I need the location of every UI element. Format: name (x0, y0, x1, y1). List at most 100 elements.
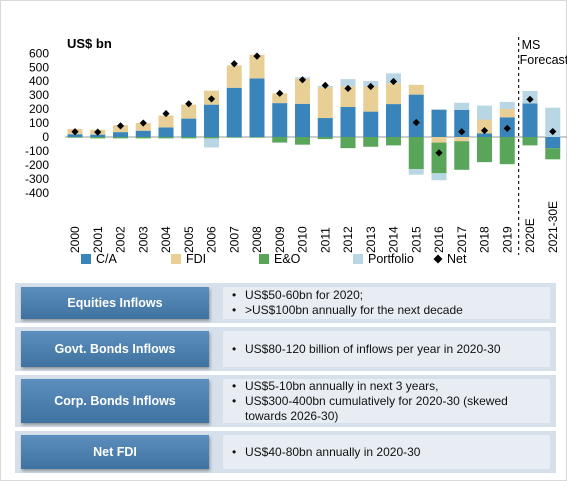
bar-portfolio (499, 101, 515, 109)
bar-c-a (135, 130, 151, 137)
x-tick-label: 2018 (478, 226, 492, 253)
net-marker (253, 52, 261, 60)
legend-swatch (433, 254, 443, 264)
bar-c-a (181, 118, 197, 137)
bar-fdi (135, 123, 151, 131)
bar-c-a (249, 78, 265, 137)
y-tick-label: -400 (25, 186, 49, 200)
net-marker (503, 124, 511, 132)
forecast-annotation: Forecast (520, 53, 567, 67)
bar-e-o (295, 137, 310, 145)
bar-c-a (340, 107, 356, 137)
bar-e-o (181, 137, 197, 139)
forecast-annotation: MS (522, 38, 541, 52)
bar-c-a (408, 94, 424, 137)
bar-fdi (408, 84, 424, 95)
bar-fdi (340, 86, 356, 108)
y-tick-label: 500 (29, 60, 49, 74)
y-tick-label: 600 (29, 46, 49, 60)
bar-e-o (431, 142, 447, 174)
x-tick-label: 2012 (341, 226, 355, 253)
x-tick-label: 2014 (387, 226, 401, 253)
panel-text: US$50-60bn for 2020; >US$100bn annually … (223, 287, 550, 319)
x-tick-label: 2017 (455, 226, 469, 253)
legend-label: E&O (274, 252, 301, 266)
x-tick-label: 2003 (136, 226, 150, 253)
bullet: US$50-60bn for 2020; (223, 288, 550, 303)
bullet: US$40-80bn annually in 2020-30 (223, 445, 550, 460)
legend-label: Portfolio (368, 252, 414, 266)
x-tick-label: 2004 (159, 226, 173, 253)
panel-equities: Equities Inflows US$50-60bn for 2020; >U… (15, 283, 556, 323)
legend-swatch (171, 254, 181, 264)
net-marker (162, 109, 170, 118)
x-tick-label: 2021-30E (546, 201, 560, 253)
bullet: US$80-120 billion of inflows per year in… (223, 342, 550, 357)
net-marker (344, 84, 352, 93)
bar-c-a (522, 103, 538, 137)
bar-fdi (317, 87, 333, 119)
bar-fdi (272, 93, 288, 104)
bar-e-o (363, 137, 379, 147)
y-tick-label: 300 (29, 88, 49, 102)
bar-e-o (90, 137, 106, 139)
bar-fdi (181, 104, 197, 119)
panel-text: US$5-10bn annually in next 3 years, US$3… (223, 379, 550, 423)
bar-portfolio (454, 102, 470, 110)
y-tick-label: -300 (25, 172, 49, 186)
y-tick-label: 100 (29, 116, 49, 130)
net-marker (185, 100, 193, 108)
net-marker (480, 126, 489, 135)
panel-label: Equities Inflows (21, 287, 209, 319)
legend-swatch (259, 254, 269, 264)
bar-c-a (545, 137, 561, 149)
y-tick-label: 400 (29, 74, 49, 88)
bar-fdi (249, 54, 265, 79)
x-tick-label: 2008 (250, 226, 264, 253)
x-tick-label: 2001 (91, 226, 105, 253)
bar-e-o (522, 137, 538, 146)
bar-c-a (431, 109, 447, 137)
net-marker (94, 128, 102, 136)
bar-e-o (499, 137, 515, 165)
bar-portfolio (477, 105, 492, 120)
net-marker (435, 149, 443, 157)
x-tick-label: 2016 (432, 226, 446, 253)
bar-portfolio (340, 79, 356, 87)
bar-c-a (204, 104, 219, 137)
panel-text: US$80-120 billion of inflows per year in… (223, 331, 550, 367)
bar-e-o (226, 137, 242, 138)
bar-fdi (158, 115, 174, 128)
bullet: >US$100bn annually for the next decade (223, 303, 550, 318)
bar-c-a (90, 134, 106, 137)
bar-e-o (477, 137, 492, 163)
legend-label: C/A (96, 252, 118, 266)
bar-c-a (158, 127, 174, 137)
bar-c-a (386, 104, 401, 137)
panel-label: Corp. Bonds Inflows (21, 379, 209, 423)
net-marker (207, 95, 216, 103)
bar-fdi (386, 83, 401, 105)
bar-fdi (499, 108, 515, 118)
net-marker (458, 128, 466, 136)
legend-swatch (81, 254, 91, 264)
bar-fdi (295, 78, 310, 104)
bar-e-o (135, 137, 151, 139)
bar-e-o (340, 137, 356, 149)
panel-label: Govt. Bonds Inflows (21, 331, 209, 367)
net-marker (321, 81, 329, 89)
bar-fdi (226, 65, 242, 88)
net-marker (139, 119, 147, 127)
bar-e-o (67, 137, 83, 138)
net-marker (389, 77, 398, 86)
x-tick-label: 2011 (318, 227, 332, 253)
y-tick-label: -200 (25, 158, 49, 172)
net-marker (116, 122, 125, 130)
panel-label: Net FDI (21, 435, 209, 469)
x-tick-label: 2000 (68, 226, 82, 253)
bar-c-a (226, 87, 242, 137)
panel-text: US$40-80bn annually in 2020-30 (223, 435, 550, 469)
net-marker (71, 128, 79, 136)
x-tick-label: 2007 (227, 226, 241, 253)
